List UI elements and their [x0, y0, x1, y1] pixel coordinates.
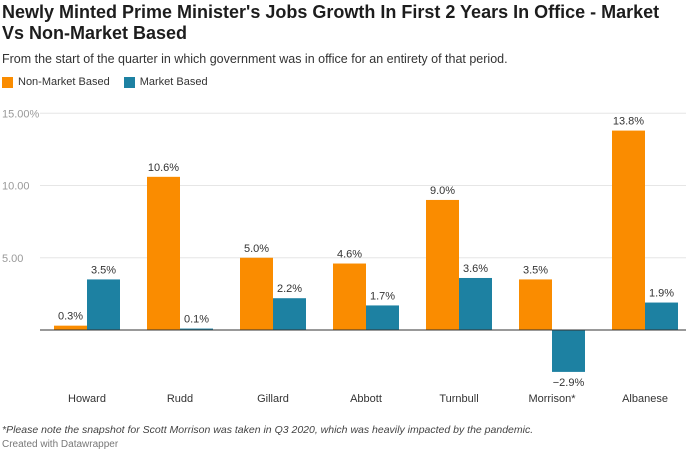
bar-non-market [333, 263, 366, 330]
data-label: 0.1% [184, 314, 209, 326]
data-label: 10.6% [148, 162, 179, 174]
bar-market [273, 298, 306, 330]
x-tick-label: Abbott [350, 393, 382, 405]
bar-market [645, 302, 678, 330]
bar-non-market [426, 199, 459, 330]
data-label: 5.0% [244, 243, 269, 255]
data-label: 9.0% [430, 185, 455, 197]
bar-market [366, 305, 399, 330]
bar-non-market [240, 257, 273, 330]
bar-non-market [54, 325, 87, 330]
x-tick-label: Albanese [622, 393, 668, 405]
data-label: 2.2% [277, 283, 302, 295]
legend-label: Market Based [139, 76, 208, 88]
legend-item-non-market: Non-Market Based [2, 76, 110, 88]
data-label: 3.6% [463, 263, 488, 275]
data-label: 3.5% [523, 264, 548, 276]
data-label: −2.9% [553, 377, 585, 389]
footnote: *Please note the snapshot for Scott Morr… [2, 424, 534, 436]
chart-subtitle: From the start of the quarter in which g… [2, 52, 508, 66]
bar-non-market [612, 130, 645, 330]
bar-non-market [519, 279, 552, 330]
bar-market [459, 277, 492, 330]
chart-title: Newly Minted Prime Minister's Jobs Growt… [2, 2, 660, 43]
y-tick-label: 5.00 [2, 253, 23, 265]
credit: Created with Datawrapper [2, 439, 119, 450]
y-tick-label: 15.00% [2, 108, 40, 120]
x-tick-label: Turnbull [439, 393, 478, 405]
bar-market [87, 279, 120, 330]
data-label: 1.7% [370, 290, 395, 302]
data-label: 1.9% [649, 288, 674, 300]
data-label: 13.8% [613, 116, 644, 128]
bar-market [552, 330, 585, 372]
legend-swatch-market [123, 76, 135, 88]
data-label: 4.6% [337, 249, 362, 261]
data-label: 0.3% [58, 311, 83, 323]
legend-label: Non-Market Based [18, 76, 110, 88]
x-tick-label: Howard [68, 393, 106, 405]
bar-non-market [147, 176, 180, 330]
bar-market [180, 328, 213, 330]
x-tick-label: Gillard [257, 393, 289, 405]
x-tick-label: Rudd [167, 393, 193, 405]
y-tick-label: 10.00 [2, 181, 30, 193]
data-label: 3.5% [91, 264, 116, 276]
legend-item-market: Market Based [123, 76, 208, 88]
legend-swatch-non-market [2, 76, 13, 88]
legend: Non-Market Based Market Based [2, 76, 208, 88]
x-tick-label: Morrison* [528, 393, 576, 405]
